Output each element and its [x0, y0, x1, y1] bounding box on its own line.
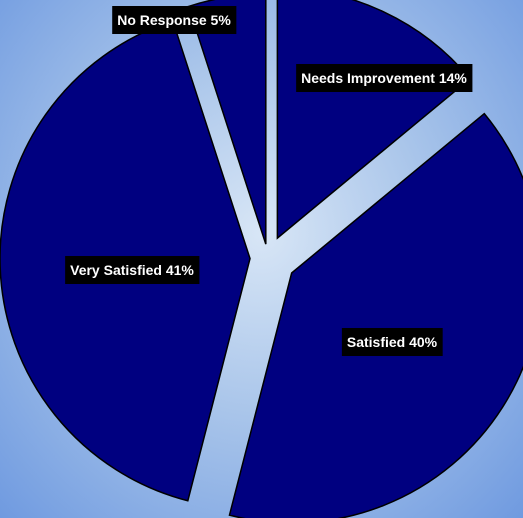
pie-slice-satisfied: [228, 112, 523, 518]
data-label-needs-improvement: Needs Improvement 14%: [296, 64, 473, 92]
data-label-no-response: No Response 5%: [112, 6, 237, 34]
data-label-background: [296, 64, 473, 92]
data-label-text: Satisfied 40%: [347, 334, 438, 350]
data-label-background: [65, 256, 200, 284]
data-label-text: Very Satisfied 41%: [70, 262, 194, 278]
data-label-very-satisfied: Very Satisfied 41%: [65, 256, 200, 284]
data-label-satisfied: Satisfied 40%: [341, 328, 443, 356]
data-label-text: Needs Improvement 14%: [301, 70, 467, 86]
data-label-background: [341, 328, 443, 356]
data-label-background: [112, 6, 237, 34]
pie-labels: Needs Improvement 14% Satisfied 40% Very S…: [65, 6, 473, 356]
data-label-text: No Response 5%: [117, 12, 231, 28]
